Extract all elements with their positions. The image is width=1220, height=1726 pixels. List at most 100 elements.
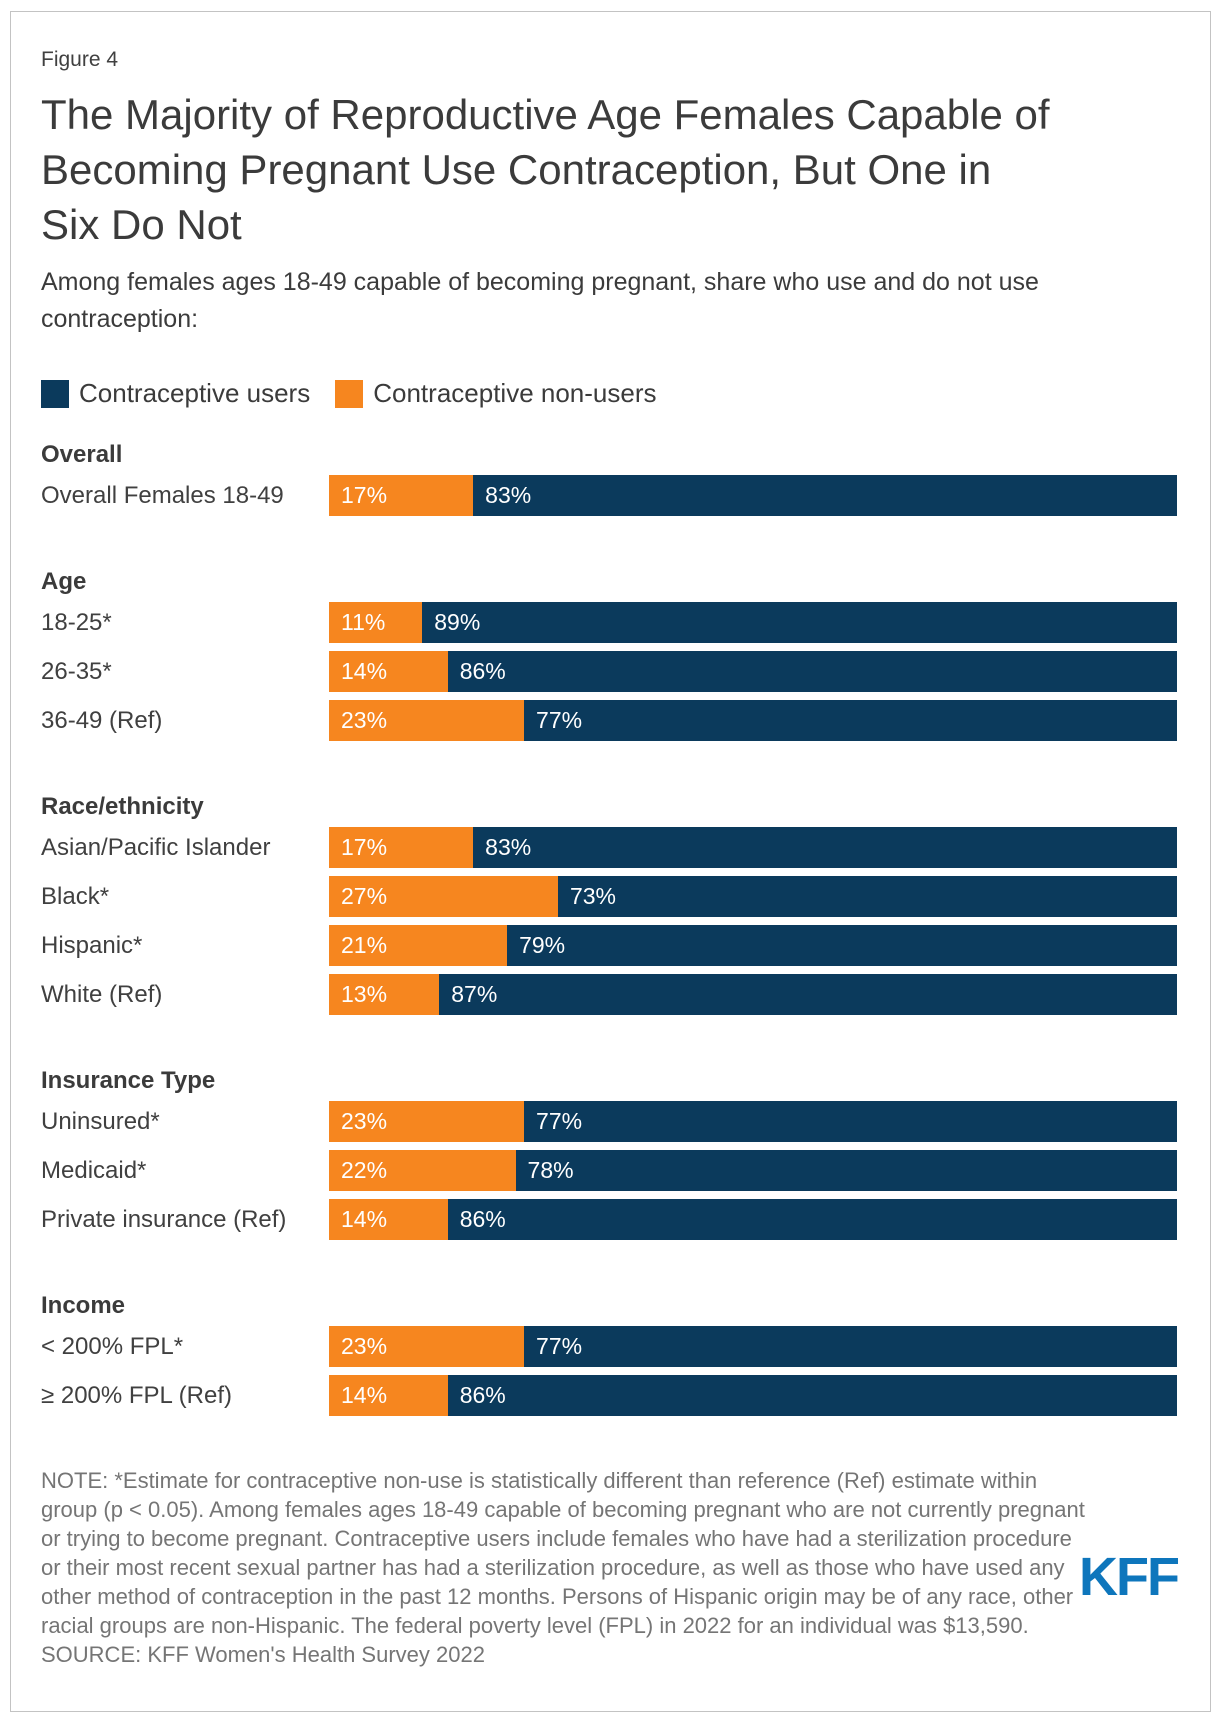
bar-row: ≥ 200% FPL (Ref) 14% 86%	[41, 1375, 1177, 1416]
users-value: 73%	[569, 883, 616, 909]
non-users-value: 27%	[341, 883, 388, 909]
non-users-segment: 23%	[329, 1101, 525, 1142]
non-users-segment: 14%	[329, 1375, 448, 1416]
group-header: Race/ethnicity	[41, 793, 204, 820]
bar-row: Hispanic* 21% 79%	[41, 925, 1177, 966]
non-users-value: 14%	[341, 658, 388, 684]
bar-track: 11% 89%	[329, 602, 1177, 643]
users-segment: 86%	[447, 651, 1177, 692]
bar-track: 17% 83%	[329, 827, 1177, 868]
legend-item-users: Contraceptive users	[41, 378, 310, 409]
bar-row: Uninsured* 23% 77%	[41, 1101, 1177, 1142]
users-segment: 86%	[447, 1199, 1177, 1240]
bar-track: 13% 87%	[329, 974, 1177, 1015]
row-label: Black*	[41, 882, 110, 910]
bar-row: White (Ref) 13% 87%	[41, 974, 1177, 1015]
bar-track: 22% 78%	[329, 1150, 1177, 1191]
page-title: The Majority of Reproductive Age Females…	[41, 91, 1050, 248]
legend-label-users: Contraceptive users	[79, 378, 311, 408]
non-users-legend-swatch-icon	[335, 379, 364, 408]
group-rows: Asian/Pacific Islander 17% 83% Black* 27% 73%…	[41, 827, 1177, 1015]
group-header: Age	[41, 568, 87, 595]
bar-row: 36-49 (Ref) 23% 77%	[41, 700, 1177, 741]
bar-row: 26-35* 14% 86%	[41, 651, 1177, 692]
chart-group: Race/ethnicity Asian/Pacific Islander 17% 8…	[41, 793, 1177, 1015]
non-users-value: 17%	[341, 482, 388, 508]
bar-track: 27% 73%	[329, 876, 1177, 917]
non-users-segment: 14%	[329, 651, 448, 692]
bar-track: 23% 77%	[329, 1101, 1177, 1142]
group-rows: Overall Females 18-49 17% 83%	[41, 475, 1177, 516]
chart-group: Age 18-25* 11% 89% 26-35* 14% 86% 36-49 (Ref) 23…	[41, 568, 1177, 741]
users-value: 83%	[485, 482, 532, 508]
users-segment: 89%	[422, 602, 1177, 643]
bar-row: Private insurance (Ref) 14% 86%	[41, 1199, 1177, 1240]
non-users-value: 14%	[341, 1206, 388, 1232]
non-users-segment: 27%	[329, 876, 558, 917]
group-header: Insurance Type	[41, 1067, 216, 1094]
users-segment: 83%	[473, 475, 1177, 516]
legend: Contraceptive users Contraceptive non-us…	[41, 378, 1177, 409]
stacked-bar-chart: Overall Overall Females 18-49 17% 83% Age 18-…	[41, 441, 1177, 1416]
users-value: 77%	[536, 707, 583, 733]
users-segment: 77%	[524, 1101, 1177, 1142]
group-header: Income	[41, 1292, 126, 1319]
users-value: 78%	[527, 1157, 574, 1183]
users-value: 77%	[536, 1333, 583, 1359]
users-segment: 73%	[557, 876, 1177, 917]
non-users-value: 23%	[341, 707, 388, 733]
bar-track: 14% 86%	[329, 1199, 1177, 1240]
group-rows: < 200% FPL* 23% 77% ≥ 200% FPL (Ref) 14% 86%	[41, 1326, 1177, 1416]
kff-logo: KFF	[1079, 1547, 1180, 1607]
row-label: Hispanic*	[41, 931, 143, 959]
users-segment: 79%	[507, 925, 1177, 966]
users-value: 86%	[459, 1206, 506, 1232]
non-users-segment: 13%	[329, 974, 440, 1015]
note-text: NOTE: *Estimate for contraceptive non-us…	[41, 1468, 1085, 1638]
group-rows: Uninsured* 23% 77% Medicaid* 22% 78% Private i…	[41, 1101, 1177, 1240]
non-users-value: 13%	[341, 981, 388, 1007]
group-header: Overall	[41, 441, 123, 468]
chart-group: Insurance Type Uninsured* 23% 77% Medicaid* 2…	[41, 1067, 1177, 1240]
users-value: 86%	[459, 1382, 506, 1408]
bar-track: 17% 83%	[329, 475, 1177, 516]
users-segment: 77%	[524, 700, 1177, 741]
non-users-segment: 11%	[329, 602, 423, 643]
non-users-value: 22%	[341, 1157, 388, 1183]
chart-group: Income < 200% FPL* 23% 77% ≥ 200% FPL (Ref) 1…	[41, 1292, 1177, 1416]
row-label: 18-25*	[41, 608, 112, 636]
non-users-value: 17%	[341, 834, 388, 860]
chart-group: Overall Overall Females 18-49 17% 83%	[41, 441, 1177, 516]
bar-track: 14% 86%	[329, 1375, 1177, 1416]
users-value: 79%	[519, 932, 566, 958]
row-label: Private insurance (Ref)	[41, 1205, 287, 1233]
row-label: 36-49 (Ref)	[41, 706, 163, 734]
bar-row: Asian/Pacific Islander 17% 83%	[41, 827, 1177, 868]
bar-track: 23% 77%	[329, 700, 1177, 741]
non-users-value: 23%	[341, 1108, 388, 1134]
row-label: Asian/Pacific Islander	[41, 833, 271, 861]
group-rows: 18-25* 11% 89% 26-35* 14% 86% 36-49 (Ref) 23% 77…	[41, 602, 1177, 741]
non-users-segment: 17%	[329, 827, 474, 868]
figure-card: Figure 4 The Majority of Reproductive Ag…	[10, 11, 1211, 1712]
row-label: Medicaid*	[41, 1156, 147, 1184]
users-segment: 77%	[524, 1326, 1177, 1367]
non-users-value: 21%	[341, 932, 388, 958]
users-segment: 83%	[473, 827, 1177, 868]
non-users-value: 23%	[341, 1333, 388, 1359]
users-value: 83%	[485, 834, 532, 860]
bar-track: 21% 79%	[329, 925, 1177, 966]
row-label: ≥ 200% FPL (Ref)	[41, 1381, 233, 1409]
users-segment: 86%	[447, 1375, 1177, 1416]
non-users-segment: 17%	[329, 475, 474, 516]
bar-track: 14% 86%	[329, 651, 1177, 692]
non-users-value: 11%	[341, 609, 386, 635]
row-label: 26-35*	[41, 657, 112, 685]
non-users-value: 14%	[341, 1382, 388, 1408]
non-users-segment: 22%	[329, 1150, 516, 1191]
row-label: Overall Females 18-49	[41, 481, 284, 509]
chart-subtitle: Among females ages 18-49 capable of beco…	[41, 268, 1039, 333]
legend-label-non-users: Contraceptive non-users	[373, 378, 657, 408]
bar-row: < 200% FPL* 23% 77%	[41, 1326, 1177, 1367]
users-segment: 78%	[515, 1150, 1177, 1191]
